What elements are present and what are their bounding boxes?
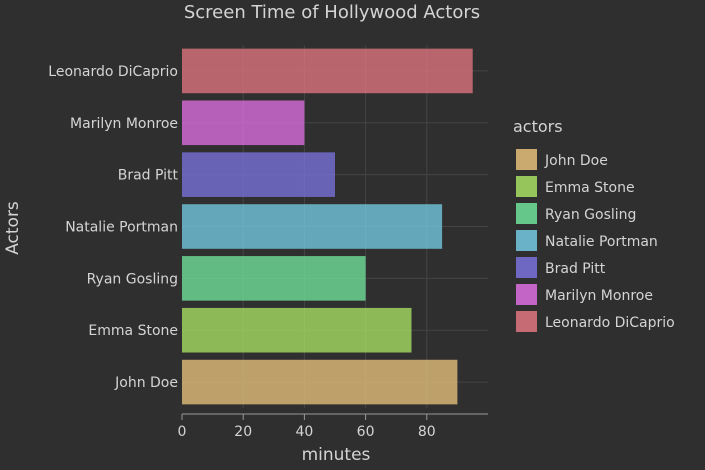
y-tick-label: Ryan Gosling	[87, 271, 178, 287]
y-axis-label: Actors	[3, 201, 23, 255]
legend-label: Ryan Gosling	[545, 207, 636, 223]
bar	[182, 256, 366, 301]
x-axis: 0 20 40 60 80	[178, 413, 488, 440]
bar	[182, 100, 305, 146]
x-tick-label: 80	[418, 424, 436, 440]
legend-label: Natalie Portman	[545, 234, 658, 250]
legend-label: John Doe	[544, 153, 608, 169]
y-tick-label: Natalie Portman	[65, 220, 178, 236]
bar	[182, 307, 412, 353]
x-tick-label: 60	[357, 424, 375, 440]
legend-items: John Doe Emma Stone Ryan Gosling Natalie Po…	[516, 149, 675, 332]
legend-label: Emma Stone	[545, 180, 635, 196]
legend-swatch	[516, 230, 537, 251]
y-tick-label: Brad Pitt	[118, 168, 179, 184]
legend-label: Brad Pitt	[545, 261, 606, 277]
y-tick-labels: Leonardo DiCaprio Marilyn Monroe Brad Pitt…	[48, 64, 178, 391]
legend-swatch	[516, 257, 537, 278]
legend-swatch	[516, 203, 537, 224]
legend-swatch	[516, 176, 537, 197]
x-tick-label: 40	[295, 424, 313, 440]
legend-swatch	[516, 311, 537, 332]
legend: actors John Doe Emma Stone Ryan Gosling Nat…	[513, 117, 675, 332]
legend-title: actors	[513, 117, 563, 136]
bar	[182, 359, 458, 405]
x-tick-label: 20	[234, 424, 252, 440]
y-tick-label: Emma Stone	[88, 323, 178, 339]
legend-swatch	[516, 149, 537, 170]
bar	[182, 152, 335, 197]
y-tick-label: John Doe	[114, 375, 178, 391]
legend-swatch	[516, 284, 537, 305]
legend-label: Marilyn Monroe	[545, 288, 653, 304]
y-tick-label: Leonardo DiCaprio	[48, 64, 178, 80]
bars	[182, 48, 473, 405]
x-tick-label: 0	[178, 424, 187, 440]
x-axis-label: minutes	[302, 445, 371, 465]
bar	[182, 204, 443, 249]
legend-label: Leonardo DiCaprio	[545, 315, 675, 331]
y-tick-label: Marilyn Monroe	[70, 116, 178, 132]
bar	[182, 48, 473, 94]
chart-title: Screen Time of Hollywood Actors	[184, 2, 480, 23]
